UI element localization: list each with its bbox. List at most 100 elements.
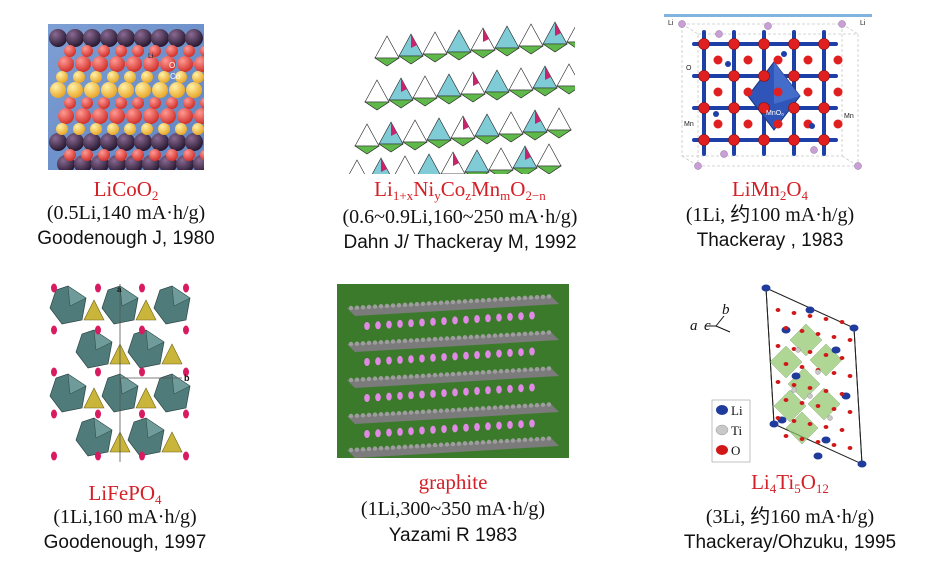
lto-li-atom	[761, 284, 771, 292]
graphite-li-atom	[397, 427, 403, 436]
lifepo4-li-atom	[51, 409, 57, 419]
graphite-c-atom	[504, 332, 510, 338]
lifepo4-li-atom	[51, 325, 57, 335]
lifepo4-author: Goodenough, 1997	[43, 532, 207, 553]
licoo2-atom	[109, 56, 125, 72]
lto-o-atom	[847, 446, 853, 450]
licoo2-atom	[160, 56, 176, 72]
graphite-c-atom	[462, 335, 468, 340]
graphite-c-atom	[480, 440, 486, 445]
lifepo4-li-atom	[95, 283, 101, 293]
graphite-c-atom	[462, 407, 468, 412]
licoo2-atom	[151, 29, 169, 47]
graphite-c-atom	[456, 407, 462, 412]
graphite-layer	[347, 438, 559, 458]
graphite-c-atom	[390, 339, 396, 344]
ncm-octahedron-edge	[508, 89, 534, 99]
graphite-li-atom	[430, 353, 436, 362]
graphite-li-atom	[452, 424, 458, 433]
licoo2-atom	[49, 133, 67, 151]
ncm-face	[483, 28, 489, 42]
graphite-c-atom	[450, 299, 456, 305]
graphite-c-atom	[420, 337, 426, 342]
graphite-li-atom	[463, 387, 469, 396]
ncm-octahedron	[474, 113, 500, 137]
graphite-c-atom	[396, 303, 402, 308]
graphite-c-atom	[510, 296, 516, 301]
graphite-c-atom	[546, 436, 552, 441]
limn2o4-author: Thackeray , 1983	[696, 230, 844, 251]
graphite-li-atom	[441, 353, 447, 362]
licoo2-atom	[100, 29, 118, 47]
graphite-li-atom	[496, 385, 502, 394]
graphite-c-atom	[498, 297, 504, 302]
lto-o-atom	[775, 344, 781, 348]
lto-ti-atom	[795, 347, 801, 353]
limn2o4-o-atom	[818, 38, 830, 50]
limn2o4-label-o: O	[686, 65, 692, 72]
licoo2-atom	[73, 123, 85, 135]
graphite-c-atom	[510, 404, 516, 409]
ncm-octahedron	[426, 117, 452, 141]
graphite-li-atom	[397, 319, 403, 328]
lto-o-atom	[791, 311, 797, 315]
graphite-formula: graphite	[418, 470, 488, 494]
graphite-li-atom	[474, 315, 480, 323]
licoo2-atom	[101, 82, 117, 98]
limn2o4-mn-atom	[725, 61, 731, 67]
lifepo4-face	[67, 373, 87, 395]
graphite-c-atom	[348, 341, 354, 347]
graphite-c-atom	[432, 300, 438, 306]
graphite-c-atom	[540, 366, 546, 371]
lifepo4-li-atom	[95, 409, 101, 419]
graphite-c-atom	[534, 402, 540, 408]
graphite-li-atom	[419, 354, 425, 363]
graphite-li-atom	[463, 351, 469, 360]
licoo2-capacity: (0.5Li,140 mA·h/g)	[46, 202, 206, 224]
ncm-face	[453, 152, 459, 166]
licoo2-atom	[115, 45, 127, 57]
lto-o-atom	[831, 335, 837, 339]
lto-ti-atom	[827, 415, 833, 421]
licoo2-atom	[158, 123, 170, 135]
graphite-c-atom	[450, 335, 456, 341]
graphite-c-atom	[444, 372, 450, 377]
graphite-li-atom	[441, 389, 447, 398]
graphite-li-atom	[375, 393, 381, 402]
graphite-c-atom	[540, 294, 546, 299]
licoo2-atom	[115, 149, 127, 161]
graphite-c-atom	[354, 377, 360, 382]
graphite-li-atom	[408, 319, 414, 328]
graphite-li-atom	[364, 394, 370, 402]
graphite-li-atom	[430, 425, 436, 434]
graphite-c-atom	[354, 341, 360, 346]
graphite-c-atom	[492, 297, 498, 302]
graphite-c-atom	[480, 406, 486, 411]
ncm-octahedron-edge	[488, 169, 514, 174]
lifepo4-li-atom	[139, 367, 145, 377]
graphite-li-atom	[507, 420, 513, 429]
graphite-li-atom	[529, 383, 535, 392]
licoo2-atom	[168, 133, 186, 151]
graphite-c-atom	[534, 294, 540, 300]
graphite-c-atom	[372, 304, 378, 309]
ncm-octahedron-edge	[498, 133, 524, 143]
graphite-c-atom	[444, 408, 450, 413]
graphite-layer	[347, 404, 559, 424]
ncm-octahedron-edge	[398, 55, 424, 65]
lifepo4-li-atom	[183, 367, 189, 377]
graphite-li-atom	[485, 314, 491, 323]
lto-li-atom	[821, 436, 831, 444]
graphite-c-atom	[474, 370, 480, 375]
graphite-li-atom	[408, 355, 414, 364]
ncm-octahedron	[446, 29, 472, 53]
limn2o4-o-atom	[833, 87, 843, 97]
lifepo4-structure-image: b a	[48, 282, 194, 464]
licoo2-atom	[75, 108, 91, 124]
lto-o-atom	[783, 398, 789, 402]
graphite-c-atom	[462, 371, 468, 376]
licoo2-atom	[83, 29, 101, 47]
licoo2-atom	[50, 82, 66, 98]
ncm-octahedron-edge	[518, 45, 544, 55]
graphite-c-atom	[372, 376, 378, 381]
